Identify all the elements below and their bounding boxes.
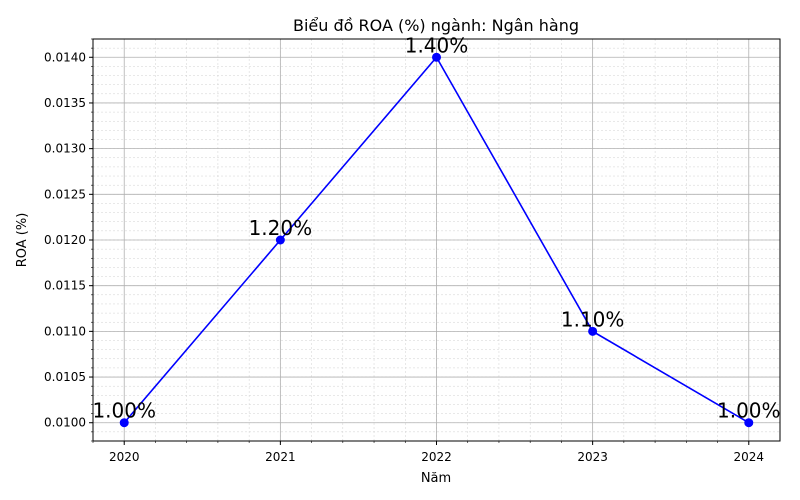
y-tick-label: 0.0125 <box>44 187 86 201</box>
data-label: 1.20% <box>249 216 313 240</box>
grid <box>92 38 780 442</box>
y-tick-label: 0.0140 <box>44 50 86 64</box>
series-layer: 1.00% 1.20% 1.40% 1.10% 1.00% <box>92 33 781 428</box>
data-point <box>432 52 441 62</box>
data-label: 1.10% <box>561 307 625 331</box>
y-tick-label: 0.0110 <box>44 324 86 338</box>
y-tick-label: 0.0135 <box>44 96 86 110</box>
x-tick-label: 2024 <box>733 450 764 464</box>
x-tick-label: 2023 <box>577 450 608 464</box>
y-tick-label: 0.0105 <box>44 370 86 384</box>
data-point <box>275 235 285 245</box>
axis-ticks: 0.0100 0.0105 0.0110 0.0115 0.0120 0.0125 0.01… <box>44 38 764 464</box>
chart-title: Biểu đồ ROA (%) ngành: Ngân hàng <box>293 16 579 35</box>
y-tick-label: 0.0115 <box>44 279 86 293</box>
data-point <box>588 326 598 336</box>
y-tick-label: 0.0130 <box>44 142 86 156</box>
y-tick-label: 0.0100 <box>44 416 86 430</box>
y-axis-label: ROA (%) <box>15 213 30 268</box>
x-axis-label: Năm <box>421 471 451 486</box>
data-label: 1.00% <box>92 399 156 423</box>
data-point <box>744 418 754 428</box>
x-tick-label: 2021 <box>265 450 296 464</box>
x-tick-label: 2022 <box>421 450 452 464</box>
data-point <box>119 418 129 428</box>
data-label: 1.40% <box>405 33 469 57</box>
y-tick-label: 0.0120 <box>44 233 86 247</box>
data-label: 1.00% <box>717 399 781 423</box>
x-tick-label: 2020 <box>109 450 140 464</box>
